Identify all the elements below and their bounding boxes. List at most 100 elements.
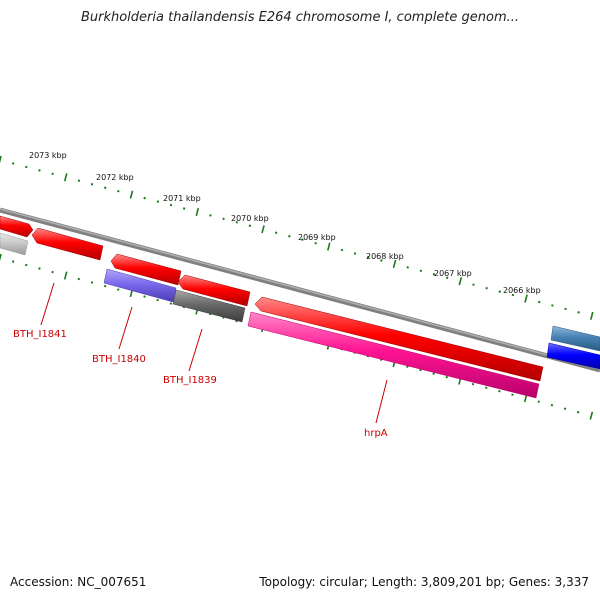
ruler-minor-tick bbox=[209, 214, 212, 217]
ruler-minor-tick bbox=[38, 169, 41, 172]
gene-label-leaders bbox=[40, 282, 388, 424]
ruler-major-tick bbox=[589, 411, 594, 420]
kbp-labels: 2073 kbp 2072 kbp 2071 kbp 2070 kbp 2069… bbox=[29, 151, 541, 295]
kbp-label: 2073 kbp bbox=[29, 151, 67, 160]
ruler-major-tick bbox=[63, 271, 68, 280]
ruler-major-tick bbox=[0, 155, 2, 164]
ruler-minor-tick bbox=[498, 290, 501, 293]
kbp-label: 2068 kbp bbox=[366, 252, 404, 261]
ruler-minor-tick bbox=[564, 307, 567, 311]
ruler-minor-tick bbox=[538, 300, 541, 304]
ruler-major-tick bbox=[524, 294, 528, 303]
ruler-major-tick bbox=[327, 242, 331, 251]
ruler-minor-tick bbox=[90, 281, 94, 284]
ruler-minor-tick bbox=[11, 162, 15, 165]
gene-label-hrpa[interactable]: hrpA bbox=[364, 428, 388, 439]
chromosome-backbone bbox=[0, 207, 600, 373]
ruler-minor-tick bbox=[143, 295, 146, 298]
ruler-minor-tick bbox=[445, 375, 448, 379]
ruler-minor-tick bbox=[169, 302, 173, 305]
cds-feature-forward[interactable] bbox=[254, 296, 544, 382]
gene-label-bth-i1840[interactable]: BTH_I1840 bbox=[92, 354, 146, 365]
gene-labels: BTH_I1841 BTH_I1840 BTH_I1839 hrpA bbox=[13, 329, 388, 439]
ruler-minor-tick bbox=[498, 389, 501, 393]
ruler-major-tick bbox=[458, 277, 463, 286]
ruler-minor-tick bbox=[77, 179, 81, 182]
ruler-major-tick bbox=[0, 253, 2, 262]
ruler-minor-tick bbox=[104, 186, 107, 189]
ruler-minor-tick bbox=[90, 183, 94, 186]
ruler-minor-tick bbox=[445, 276, 449, 279]
ruler-minor-tick bbox=[550, 403, 554, 407]
gene-feature-hrpa[interactable] bbox=[247, 311, 540, 399]
kbp-label: 2066 kbp bbox=[503, 286, 541, 295]
ruler-minor-tick bbox=[235, 221, 238, 224]
ruler-minor-tick bbox=[288, 234, 291, 238]
ruler-minor-tick bbox=[551, 304, 554, 307]
ruler-minor-tick bbox=[274, 231, 278, 234]
ruler-minor-tick bbox=[576, 410, 580, 414]
kbp-label: 2070 kbp bbox=[231, 214, 269, 223]
leader-line-bth-i1839 bbox=[188, 328, 203, 372]
cds-feature-forward[interactable] bbox=[0, 215, 34, 238]
ruler-minor-tick bbox=[222, 217, 225, 221]
kbp-label: 2069 kbp bbox=[298, 233, 336, 242]
ruler-minor-tick bbox=[537, 400, 540, 403]
ruler-major-tick bbox=[195, 207, 200, 217]
cds-feature-forward[interactable] bbox=[550, 325, 600, 352]
ruler-minor-tick bbox=[38, 267, 41, 270]
ruler-minor-tick bbox=[511, 393, 514, 396]
ruler-minor-tick bbox=[432, 372, 435, 375]
ruler-minor-tick bbox=[301, 238, 304, 241]
ruler-minor-tick bbox=[511, 293, 515, 297]
ruler-minor-tick bbox=[182, 207, 186, 210]
leader-line-bth-i1840 bbox=[118, 306, 133, 350]
gene-feature-bth-i1840[interactable] bbox=[103, 268, 177, 303]
leader-line-hrpa bbox=[375, 379, 388, 424]
kbp-label: 2067 kbp bbox=[434, 269, 472, 278]
ruler-major-tick bbox=[590, 311, 594, 320]
ruler-minor-tick bbox=[51, 172, 54, 176]
ruler-minor-tick bbox=[117, 189, 120, 193]
ruler-minor-tick bbox=[25, 165, 28, 169]
cds-feature-forward[interactable] bbox=[110, 253, 182, 286]
ruler-major-tick bbox=[129, 190, 134, 199]
ruler-major-tick bbox=[392, 259, 397, 269]
ruler-minor-tick bbox=[485, 286, 488, 290]
cds-feature-forward[interactable] bbox=[177, 274, 251, 307]
ruler-minor-tick bbox=[156, 298, 159, 302]
ruler-minor-tick bbox=[367, 255, 370, 259]
ruler-minor-tick bbox=[169, 203, 173, 207]
ruler-minor-tick bbox=[472, 283, 475, 286]
accession-text: Accession: NC_007651 bbox=[10, 575, 147, 589]
ruler-minor-tick bbox=[103, 284, 107, 288]
kbp-label: 2071 kbp bbox=[163, 194, 201, 203]
ruler-minor-tick bbox=[156, 200, 160, 203]
cds-feature-forward[interactable] bbox=[31, 227, 104, 261]
ruler-minor-tick bbox=[353, 252, 357, 255]
ruler-minor-tick bbox=[11, 260, 15, 263]
feature-light-gray[interactable] bbox=[0, 232, 29, 256]
ruler-major-tick bbox=[63, 173, 68, 182]
gene-label-bth-i1841[interactable]: BTH_I1841 bbox=[13, 329, 67, 340]
kbp-label: 2072 kbp bbox=[96, 173, 134, 182]
ruler-minor-tick bbox=[419, 269, 423, 273]
reverse-strand-features bbox=[0, 232, 540, 399]
leader-line-bth-i1841 bbox=[40, 282, 55, 326]
gene-feature-bth-i1839[interactable] bbox=[172, 289, 246, 323]
ruler-minor-tick bbox=[471, 382, 475, 386]
ruler-minor-tick bbox=[77, 277, 81, 281]
ruler-minor-tick bbox=[25, 263, 28, 267]
cds-feature-forward[interactable] bbox=[546, 342, 600, 370]
ruler-minor-tick bbox=[380, 259, 383, 262]
ruler-minor-tick bbox=[406, 266, 409, 269]
ruler-minor-tick bbox=[143, 196, 146, 200]
forward-strand-features bbox=[0, 215, 600, 382]
ruler-minor-tick bbox=[314, 241, 317, 245]
topology-summary: Topology: circular; Length: 3,809,201 bp… bbox=[259, 575, 589, 589]
gene-label-bth-i1839[interactable]: BTH_I1839 bbox=[163, 375, 217, 386]
ruler-minor-tick bbox=[577, 311, 580, 314]
ruler-minor-tick bbox=[419, 368, 422, 372]
